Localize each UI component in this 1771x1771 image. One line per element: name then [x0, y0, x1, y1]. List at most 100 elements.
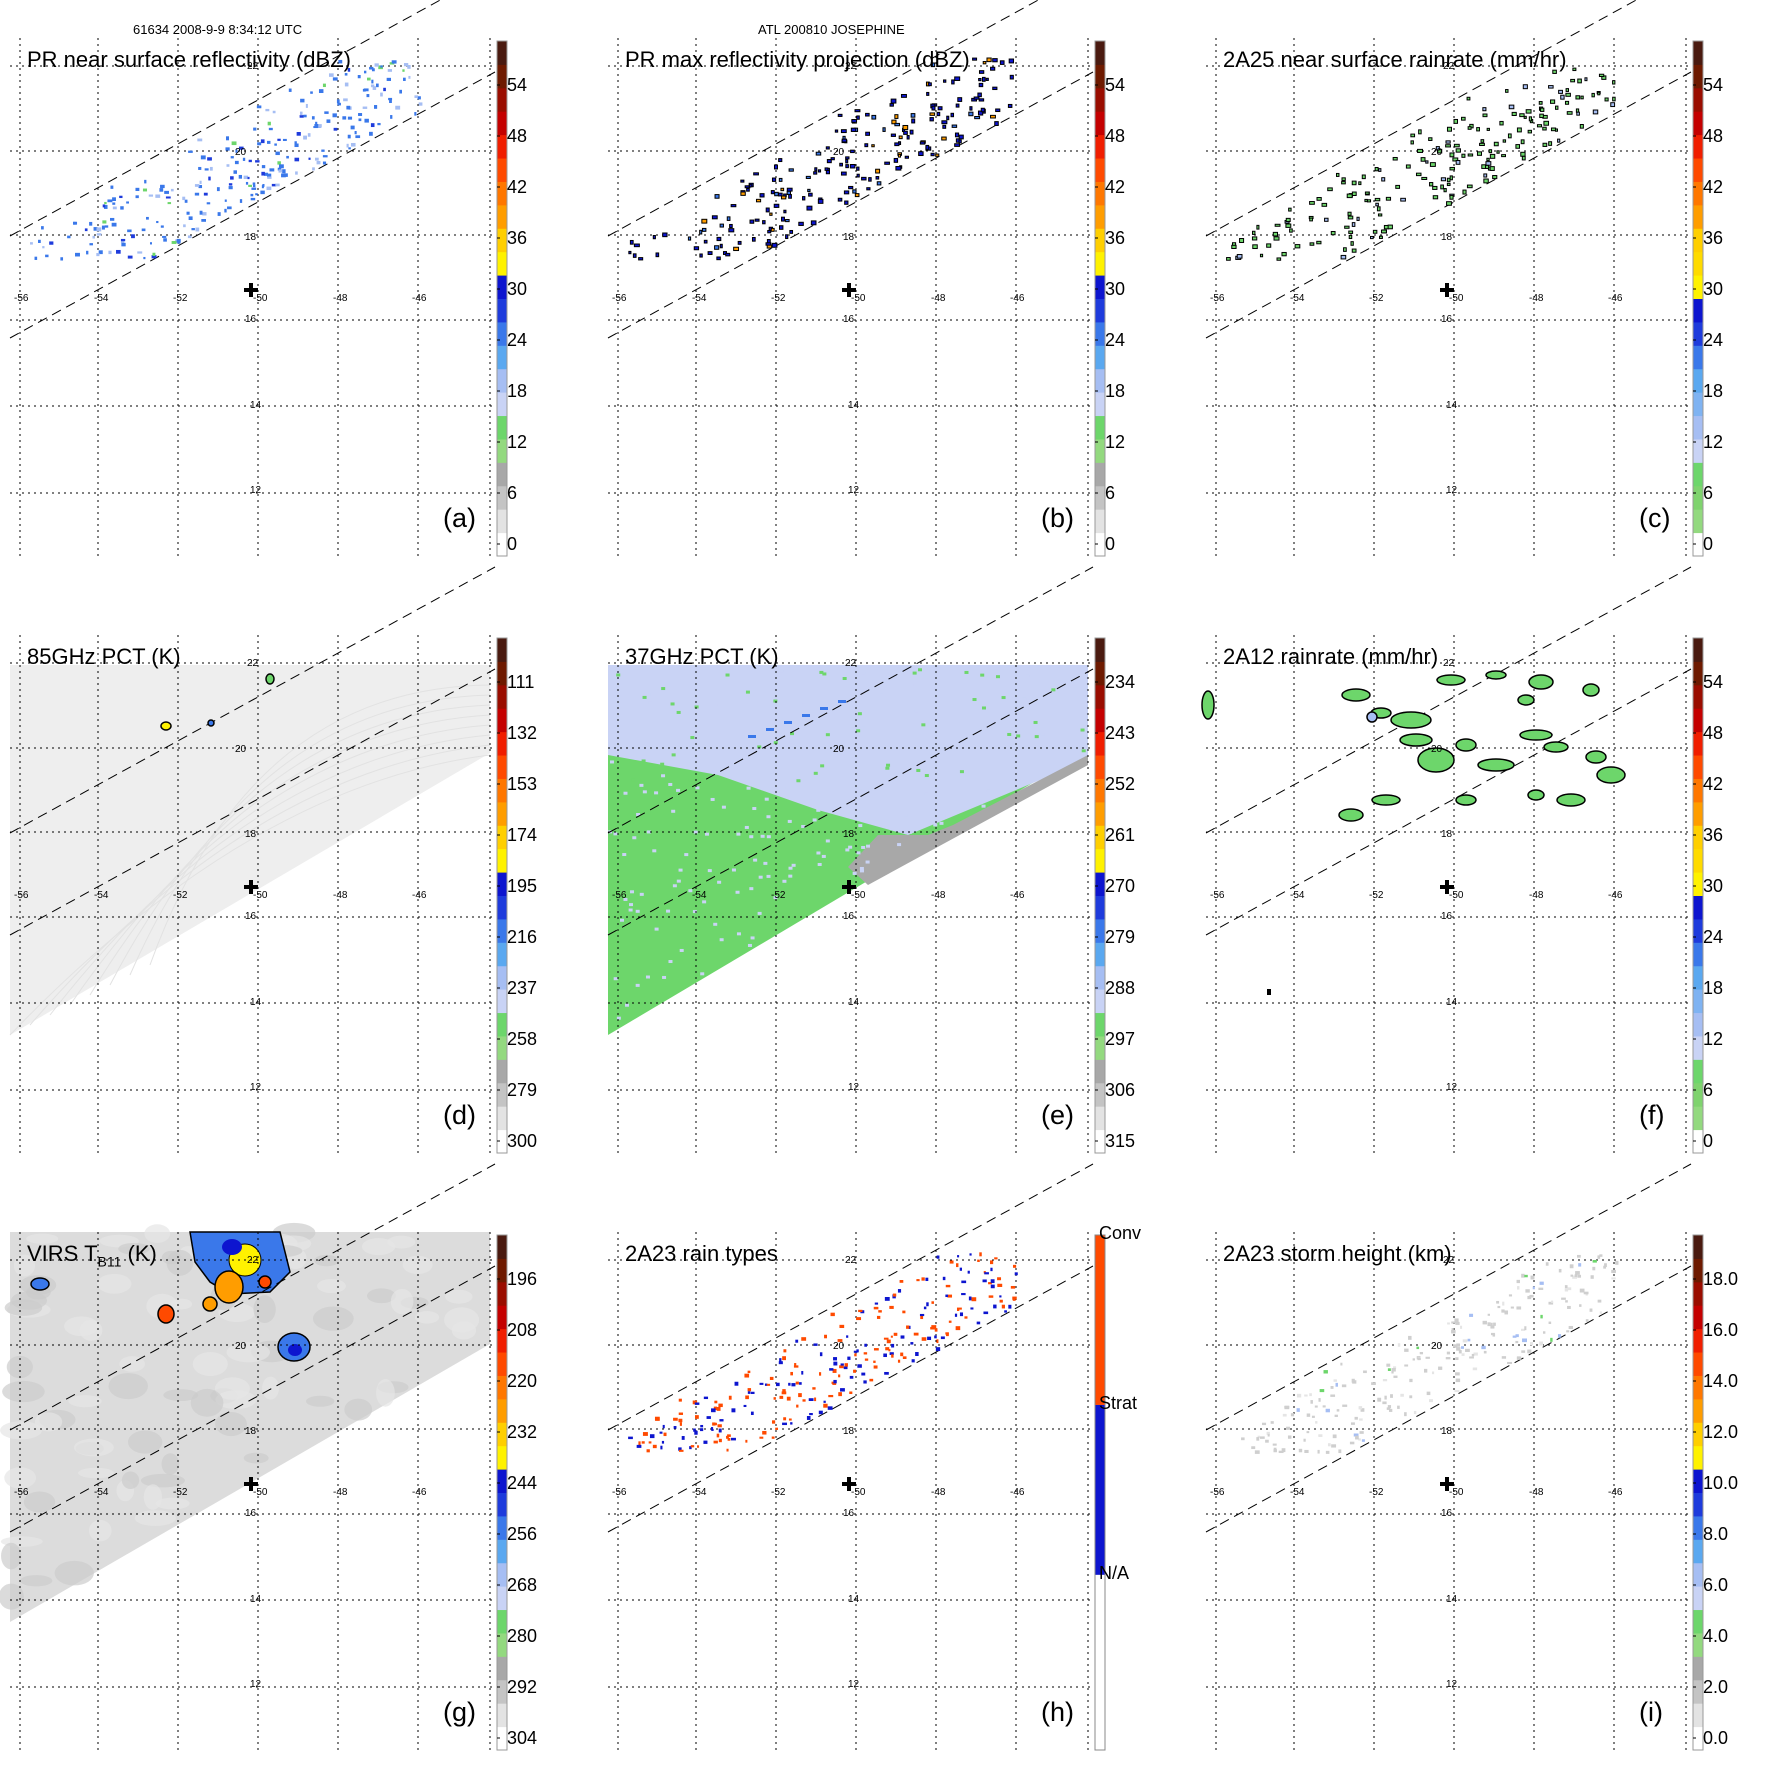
echo-pixel: [929, 117, 934, 122]
rain-pixel: [243, 175, 248, 180]
rain-pixel: [1538, 101, 1543, 105]
colorbar-segment: [1693, 872, 1703, 896]
rain-pixel: [333, 127, 338, 131]
rain-type-pixel: [839, 1324, 845, 1329]
height-pixel: [1492, 1333, 1496, 1337]
rain-type-pixel: [819, 1372, 822, 1376]
rain-pixel: [355, 135, 361, 139]
lat-label: 22: [845, 1255, 857, 1266]
rain-pixel: [184, 199, 188, 203]
rain-pixel: [261, 171, 265, 176]
height-pixel: [1567, 1287, 1572, 1291]
lat-label: 18: [843, 1426, 855, 1437]
pct-pixel: [629, 903, 634, 907]
colorbar-segment: [1095, 321, 1105, 346]
rain-type-pixel: [840, 1363, 844, 1366]
echo-pixel: [798, 221, 804, 226]
colorbar-segment: [497, 485, 507, 510]
scan-line: [9, 754, 491, 1036]
height-pixel: [1510, 1306, 1514, 1309]
lat-label: 14: [848, 400, 860, 411]
colorbar-segment: [497, 1726, 507, 1751]
echo-pixel: [769, 212, 773, 216]
colorbar-segment: [1693, 1059, 1703, 1084]
rain-pixel: [403, 63, 409, 67]
echo-pixel: [978, 98, 985, 102]
rain-type-pixel: [921, 1277, 925, 1281]
colorbar-segment: [1693, 1012, 1703, 1037]
colorbar-tick-label: 208: [507, 1320, 537, 1340]
echo-pixel: [937, 106, 943, 111]
panel-letter: (f): [1639, 1100, 1665, 1130]
rain-type-pixel: [961, 1280, 967, 1284]
rain-type-pixel: [900, 1335, 905, 1339]
rain-area: [1585, 750, 1607, 764]
rain-type-pixel: [661, 1440, 665, 1444]
height-pixel: [1548, 1321, 1552, 1324]
rain-pixel: [1492, 175, 1498, 180]
cold-cloud-core: [288, 1344, 302, 1356]
rain-pixel: [363, 88, 369, 92]
rain-pixel: [104, 201, 107, 205]
colorbar-tick-label: 30: [1105, 279, 1125, 299]
rain-pixel: [1446, 177, 1451, 183]
rain-type-pixel: [700, 1424, 704, 1428]
colorbar-segment: [497, 1445, 507, 1470]
swath-edge: [1205, 1163, 1692, 1431]
rain-pixel: [252, 184, 256, 188]
pct-pixel: [801, 824, 806, 828]
echo-pixel: [865, 131, 870, 136]
pct-pixel: [845, 848, 850, 852]
rain-type-pixel: [873, 1365, 878, 1369]
lon-label: -54: [692, 1487, 707, 1498]
rain-pixel: [296, 132, 301, 136]
rain-pixel: [1231, 244, 1237, 249]
rain-area: [1341, 688, 1371, 702]
rain-type-pixel: [782, 1422, 788, 1426]
rain-pixel: [1316, 240, 1322, 245]
height-pixel: [1309, 1393, 1312, 1397]
echo-pixel: [716, 256, 721, 261]
height-pixel: [1471, 1353, 1475, 1357]
echo-pixel: [662, 232, 668, 238]
rain-pixel: [120, 206, 124, 210]
panel-title: PR near surface reflectivity (dBZ): [27, 47, 351, 72]
pct-pixel: [801, 703, 806, 707]
echo-pixel: [716, 236, 722, 242]
rain-pixel: [386, 77, 391, 81]
echo-pixel: [942, 124, 947, 129]
colorbar-segment: [497, 895, 507, 920]
rain-pixel: [1341, 181, 1346, 185]
rain-pixel: [250, 197, 256, 201]
rain-type-pixel: [838, 1374, 841, 1378]
rain-pixel: [350, 125, 355, 130]
rain-pixel: [1294, 244, 1301, 249]
rain-pixel: [131, 234, 135, 239]
rain-type-pixel: [710, 1427, 714, 1431]
pct-pixel: [972, 698, 977, 702]
height-pixel: [1469, 1356, 1474, 1359]
height-pixel: [1270, 1421, 1274, 1424]
rain-type-pixel: [649, 1434, 655, 1439]
rain-pixel: [1485, 164, 1490, 169]
pct-pixel: [788, 866, 793, 870]
height-pixel: [1262, 1422, 1267, 1426]
echo-pixel: [786, 187, 793, 192]
lon-label: -48: [1529, 293, 1544, 304]
rain-area: [1517, 694, 1535, 706]
pct-pixel: [676, 788, 681, 792]
height-pixel: [1382, 1401, 1387, 1405]
height-pixel: [1371, 1382, 1376, 1385]
colorbar-segment: [1693, 64, 1703, 89]
pct-pixel: [646, 830, 651, 834]
echo-pixel: [725, 252, 731, 257]
height-pixel: [1538, 1287, 1544, 1290]
colorbar-segment: [1693, 368, 1703, 393]
echo-pixel: [978, 70, 985, 74]
rain-pixel: [1421, 176, 1428, 180]
lon-label: -48: [333, 1487, 348, 1498]
echo-pixel: [990, 114, 996, 119]
echo-pixel: [749, 219, 755, 224]
cloud-texture: [143, 1484, 163, 1510]
echo-pixel: [974, 115, 981, 120]
